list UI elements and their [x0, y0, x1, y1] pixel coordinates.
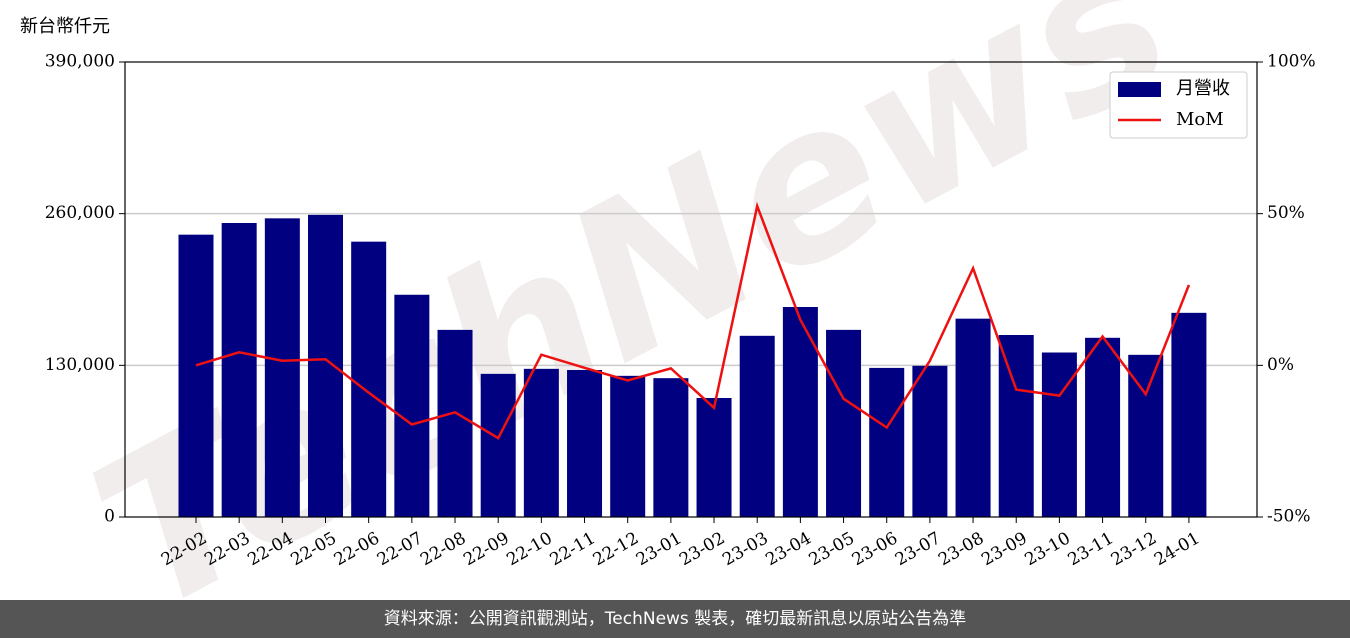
x-tick-label: 23-07	[892, 528, 944, 570]
x-tick-label: 24-01	[1151, 528, 1203, 570]
bar	[178, 234, 214, 517]
x-tick-label: 23-11	[1065, 528, 1117, 570]
x-tick-label: 22-11	[547, 528, 599, 570]
plot-frame	[124, 61, 1258, 518]
bar	[308, 214, 344, 518]
bar	[610, 375, 646, 517]
x-tick-label: 22-09	[460, 528, 512, 570]
bar	[351, 241, 387, 517]
bar	[782, 307, 818, 517]
x-tick-label: 22-12	[590, 528, 642, 570]
x-tick-label: 23-01	[633, 528, 685, 570]
bar	[653, 378, 689, 517]
bar	[998, 335, 1034, 517]
bar	[1085, 337, 1121, 517]
y2-tick-label: -50%	[1267, 507, 1311, 527]
x-tick-label: 23-04	[762, 528, 814, 570]
bar	[1171, 312, 1207, 517]
bar	[437, 329, 473, 517]
bar	[221, 223, 257, 517]
x-tick-label: 23-02	[676, 528, 728, 570]
legend-swatch	[1118, 82, 1161, 97]
bar	[826, 329, 862, 517]
bar	[567, 370, 603, 517]
y2-tick-label: 0%	[1267, 355, 1294, 375]
footer: 資料來源：公開資訊觀測站，TechNews 製表，確切最新訊息以原站公告為準	[0, 600, 1350, 638]
x-tick-label: 23-03	[719, 528, 771, 570]
y-tick-label: 130,000	[45, 355, 115, 375]
x-tick-label: 23-10	[1021, 528, 1073, 570]
y-tick-label: 390,000	[45, 52, 115, 72]
line	[195, 201, 1191, 440]
x-tick-label: 22-10	[503, 528, 555, 570]
bar	[394, 294, 430, 517]
bar	[480, 373, 516, 517]
bar	[869, 367, 905, 517]
y-tick-label: 260,000	[45, 203, 115, 223]
legend-label: 月營收	[1176, 78, 1230, 99]
bar	[523, 368, 559, 517]
y-tick-label: 0	[104, 507, 115, 527]
x-tick-label: 23-05	[806, 528, 858, 570]
bar	[264, 218, 300, 518]
bar	[1128, 354, 1164, 517]
y-axis-label: 新台幣仟元	[20, 16, 110, 37]
y2-tick-label: 50%	[1267, 203, 1305, 223]
y2-tick-label: 100%	[1267, 52, 1316, 72]
x-tick-label: 22-08	[417, 528, 469, 570]
chart: 新台幣仟元 TechNews0130,000260,000390,000-50%…	[20, 0, 1316, 638]
bar	[739, 335, 775, 517]
x-tick-label: 23-08	[935, 528, 987, 570]
bar	[955, 318, 991, 517]
bar	[696, 398, 732, 517]
x-tick-label: 23-12	[1108, 528, 1160, 570]
x-tick-label: 23-06	[849, 528, 901, 570]
bar	[912, 365, 948, 517]
x-tick-label: 23-09	[978, 528, 1030, 570]
legend-label: MoM	[1176, 109, 1224, 130]
